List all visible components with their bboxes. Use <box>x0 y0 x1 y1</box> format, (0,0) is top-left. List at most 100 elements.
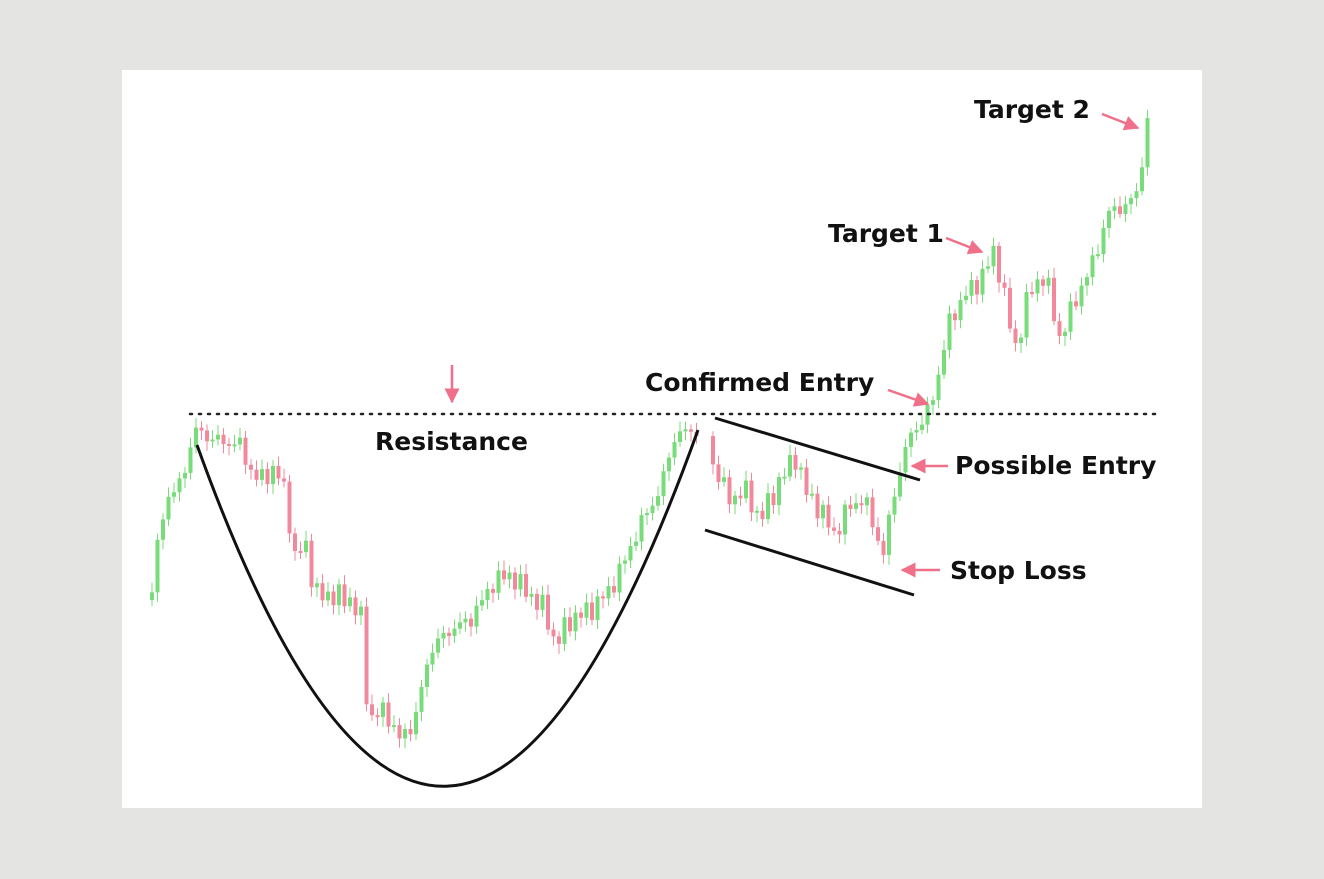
candle-body <box>1002 282 1007 288</box>
candle-body <box>425 664 429 687</box>
label: Target 2 <box>974 95 1090 124</box>
candle-body <box>199 427 204 431</box>
candle-body <box>568 617 572 632</box>
candle-body <box>232 444 237 447</box>
label: Confirmed Entry <box>645 368 874 397</box>
candle-body <box>298 550 303 553</box>
candle-body <box>414 711 418 735</box>
candle-body <box>205 430 209 442</box>
candle-body <box>1107 210 1111 228</box>
candle-body <box>914 430 919 433</box>
candle-body <box>892 496 897 515</box>
arrow <box>945 236 984 255</box>
candle-body <box>271 465 275 485</box>
candle-body <box>711 436 715 465</box>
candle-body <box>188 447 193 473</box>
candle-body <box>227 443 231 446</box>
arrow <box>887 388 930 407</box>
candle-body <box>766 493 770 520</box>
candle-body <box>447 632 451 636</box>
panel <box>122 70 1202 808</box>
candle-body <box>590 602 594 620</box>
candle-body <box>392 725 396 728</box>
candle-body <box>733 495 737 505</box>
candle-body <box>326 591 330 601</box>
candle-body <box>727 477 732 505</box>
candle-body <box>1063 331 1067 336</box>
candle-body <box>441 632 446 639</box>
candle-body <box>1074 301 1078 307</box>
candle-body <box>254 469 259 480</box>
candle-body <box>788 455 792 477</box>
candle-body <box>342 584 347 607</box>
candle-body <box>276 465 281 479</box>
candle-body <box>898 472 902 497</box>
candle-body <box>771 493 776 506</box>
candles <box>150 109 1150 749</box>
candle-body <box>1057 321 1062 336</box>
candle-body <box>337 584 341 606</box>
candle-body <box>491 588 495 593</box>
candle-body <box>1134 191 1139 199</box>
candle-body <box>386 702 391 727</box>
candle-body <box>1145 118 1150 168</box>
candle-body <box>942 349 946 375</box>
candle-body <box>469 618 473 627</box>
candle-body <box>656 496 660 506</box>
candle-body <box>1096 254 1100 257</box>
candle-body <box>859 503 864 506</box>
candle-body <box>463 618 468 623</box>
candle-body <box>238 437 242 445</box>
candle-body <box>1041 279 1045 286</box>
candle-body <box>496 570 501 593</box>
candle-body <box>1079 285 1084 307</box>
candle-body <box>628 545 633 561</box>
candle-body <box>716 464 721 482</box>
candle-body <box>260 469 264 480</box>
candle-body <box>177 478 182 493</box>
candle-body <box>502 570 506 580</box>
candle-body <box>249 464 253 470</box>
candle-body <box>419 686 424 712</box>
candle-body <box>755 510 759 513</box>
candle-body <box>678 431 682 443</box>
candle-body <box>650 505 655 514</box>
candle-body <box>364 606 369 705</box>
candle-body <box>375 715 380 718</box>
candle-body <box>584 602 589 618</box>
candle-body <box>282 478 286 482</box>
candle-body <box>1090 255 1095 278</box>
candle-body <box>876 527 880 541</box>
candle-body <box>623 560 627 564</box>
cup-curve <box>195 429 700 788</box>
candle-body <box>1085 277 1089 286</box>
label: Resistance <box>375 427 528 456</box>
candle-body <box>947 313 952 350</box>
candle-body <box>359 606 363 616</box>
candle-body <box>331 591 336 606</box>
candle-body <box>573 612 578 632</box>
candle-body <box>480 600 484 606</box>
candle-body <box>507 572 512 580</box>
candle-body <box>667 457 671 472</box>
candle-body <box>689 429 693 432</box>
candle-body <box>265 469 270 485</box>
candle-body <box>843 504 847 535</box>
candle-body <box>815 493 820 519</box>
candle-body <box>804 467 809 495</box>
candle-body <box>991 246 996 267</box>
candle-body <box>595 596 600 620</box>
candle-body <box>524 573 528 597</box>
candle-body <box>738 495 743 499</box>
candle-body <box>540 594 545 610</box>
candle-body <box>348 597 352 607</box>
handle-lower <box>704 528 915 597</box>
candle-body <box>782 476 787 479</box>
candle-body <box>793 455 798 470</box>
handle-upper <box>714 416 921 482</box>
candle-body <box>749 480 754 513</box>
candle-body <box>870 497 875 528</box>
candle-body <box>854 503 858 509</box>
candle-body <box>986 266 990 269</box>
candle-body <box>1035 279 1040 294</box>
